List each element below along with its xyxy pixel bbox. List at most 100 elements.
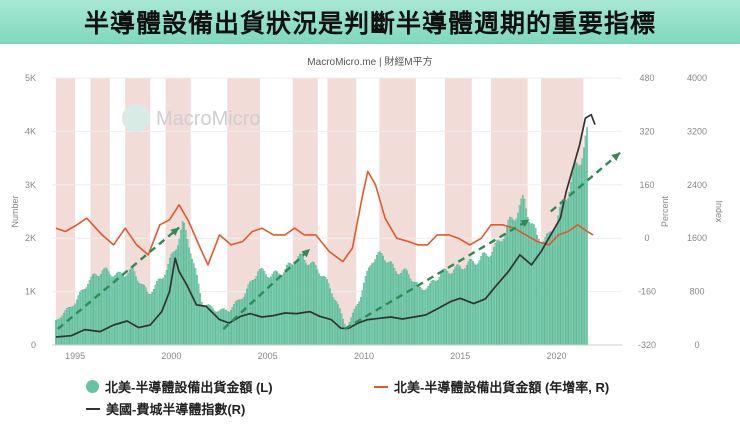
shipment-bar	[276, 271, 279, 346]
shipment-bar	[549, 231, 551, 346]
shipment-bar	[311, 261, 314, 346]
shipment-bar	[274, 270, 277, 346]
shipment-bar	[169, 257, 171, 346]
shipment-bar	[284, 268, 287, 346]
legend-item-yoy[interactable]: 北美-半導體設備出貨金額 (年增率, R)	[374, 377, 609, 396]
shipment-bar	[446, 271, 449, 346]
shipment-bar	[392, 263, 394, 346]
watermark-text: MacroMicro	[156, 108, 260, 130]
shipment-bar	[257, 271, 259, 346]
shipment-bar	[298, 253, 301, 346]
shipment-bar	[461, 268, 463, 346]
shipment-bar	[205, 304, 208, 346]
trend-arrows	[57, 151, 621, 331]
y-index-tick-label: 4000	[687, 73, 707, 83]
shipment-bar	[448, 273, 450, 346]
shipment-bar	[194, 268, 197, 346]
shipment-bar	[133, 271, 136, 346]
y-index-tick-label: 2400	[687, 180, 707, 190]
shipment-bar	[108, 271, 110, 346]
shipment-bar	[491, 251, 494, 346]
shipment-bar	[408, 274, 410, 346]
shipment-bar	[507, 219, 510, 346]
shipment-bar	[457, 264, 460, 346]
shipment-bar	[323, 276, 325, 346]
legend-item-sox[interactable]: 美國-費城半導體指數(R)	[86, 399, 245, 418]
shipment-bar	[220, 309, 222, 346]
shipment-bar	[74, 303, 76, 346]
shipment-bar	[305, 263, 307, 346]
shipment-bar	[138, 283, 141, 346]
shipment-bar	[140, 283, 142, 346]
shipment-bar	[318, 273, 320, 346]
source-label: MacroMicro.me | 財經M平方	[307, 57, 433, 68]
shipment-bar	[167, 263, 169, 346]
shipment-bar	[464, 268, 466, 346]
shipment-bar	[136, 280, 139, 346]
shipment-bar	[199, 293, 202, 346]
shipment-bar	[412, 282, 415, 346]
x-tick-label: 2020	[547, 351, 567, 361]
shipment-bar	[55, 320, 57, 346]
shipment-bar	[411, 281, 413, 346]
shipment-bar	[558, 207, 561, 346]
shipment-bar	[178, 238, 181, 346]
shipment-bar	[515, 218, 518, 346]
shipment-bar	[493, 247, 495, 346]
legend-item-shipments[interactable]: 北美-半導體設備出貨金額 (L)	[86, 377, 273, 396]
shipment-bar	[542, 241, 545, 346]
shipment-bar	[356, 304, 359, 346]
shipment-bar	[350, 317, 352, 346]
shipment-bar	[445, 269, 447, 346]
shipment-bar	[63, 312, 65, 346]
shipment-bar	[197, 283, 200, 346]
legend-label-sox: 美國-費城半導體指數(R)	[106, 402, 246, 417]
shipment-bar	[371, 263, 373, 346]
shipment-bar	[72, 305, 75, 346]
trend-arrow-line	[222, 247, 311, 330]
shipment-bar	[544, 237, 547, 346]
shipment-bar	[366, 270, 368, 346]
shipment-bar	[486, 256, 489, 346]
shipment-bar	[374, 259, 376, 346]
chart-svg: MacroMicro 0 1K 2K 3K 4K 5K -320 -160 0 160 320 480…	[10, 73, 724, 361]
y-left-axis-title: Number	[10, 195, 20, 227]
shipment-bar	[369, 265, 372, 346]
shipment-bar	[295, 261, 298, 346]
shipment-bar	[165, 270, 168, 346]
shipment-bar	[496, 240, 498, 346]
shipment-bar	[101, 270, 104, 346]
shipment-bar	[156, 281, 158, 346]
shipment-bar	[579, 164, 582, 346]
shipment-bar	[241, 299, 243, 346]
shipment-bar	[547, 232, 550, 346]
legend-label-shipments: 北美-半導體設備出貨金額 (L)	[105, 380, 273, 395]
shipment-bar	[69, 306, 72, 346]
shipment-bar	[93, 273, 96, 346]
shipment-bar	[570, 182, 572, 346]
shipment-bar	[351, 312, 354, 346]
shipment-bar	[83, 288, 86, 346]
shipment-bar	[170, 253, 173, 346]
shipment-bar	[499, 241, 502, 346]
shipment-bar	[512, 219, 514, 346]
shipment-bar	[454, 266, 457, 346]
shipment-bar	[554, 229, 556, 346]
watermark-group: MacroMicro	[122, 104, 260, 132]
shipment-bar	[319, 276, 322, 346]
shipment-bar	[568, 192, 571, 346]
shipment-bar	[398, 274, 401, 346]
shipment-bar	[188, 247, 190, 346]
shipment-bar	[292, 265, 295, 346]
shipment-bar	[528, 222, 531, 346]
shipment-bar	[82, 289, 84, 346]
y-index-tick-label: 0	[694, 340, 699, 350]
shipment-bar	[364, 275, 367, 346]
y-left-tick-label: 2K	[25, 233, 36, 243]
shipment-bar	[428, 283, 431, 346]
shipment-bar	[497, 240, 500, 346]
shipment-bar	[221, 308, 224, 346]
shipment-bar	[263, 271, 266, 346]
shipment-bar	[185, 230, 187, 346]
shipment-bar	[228, 311, 230, 346]
